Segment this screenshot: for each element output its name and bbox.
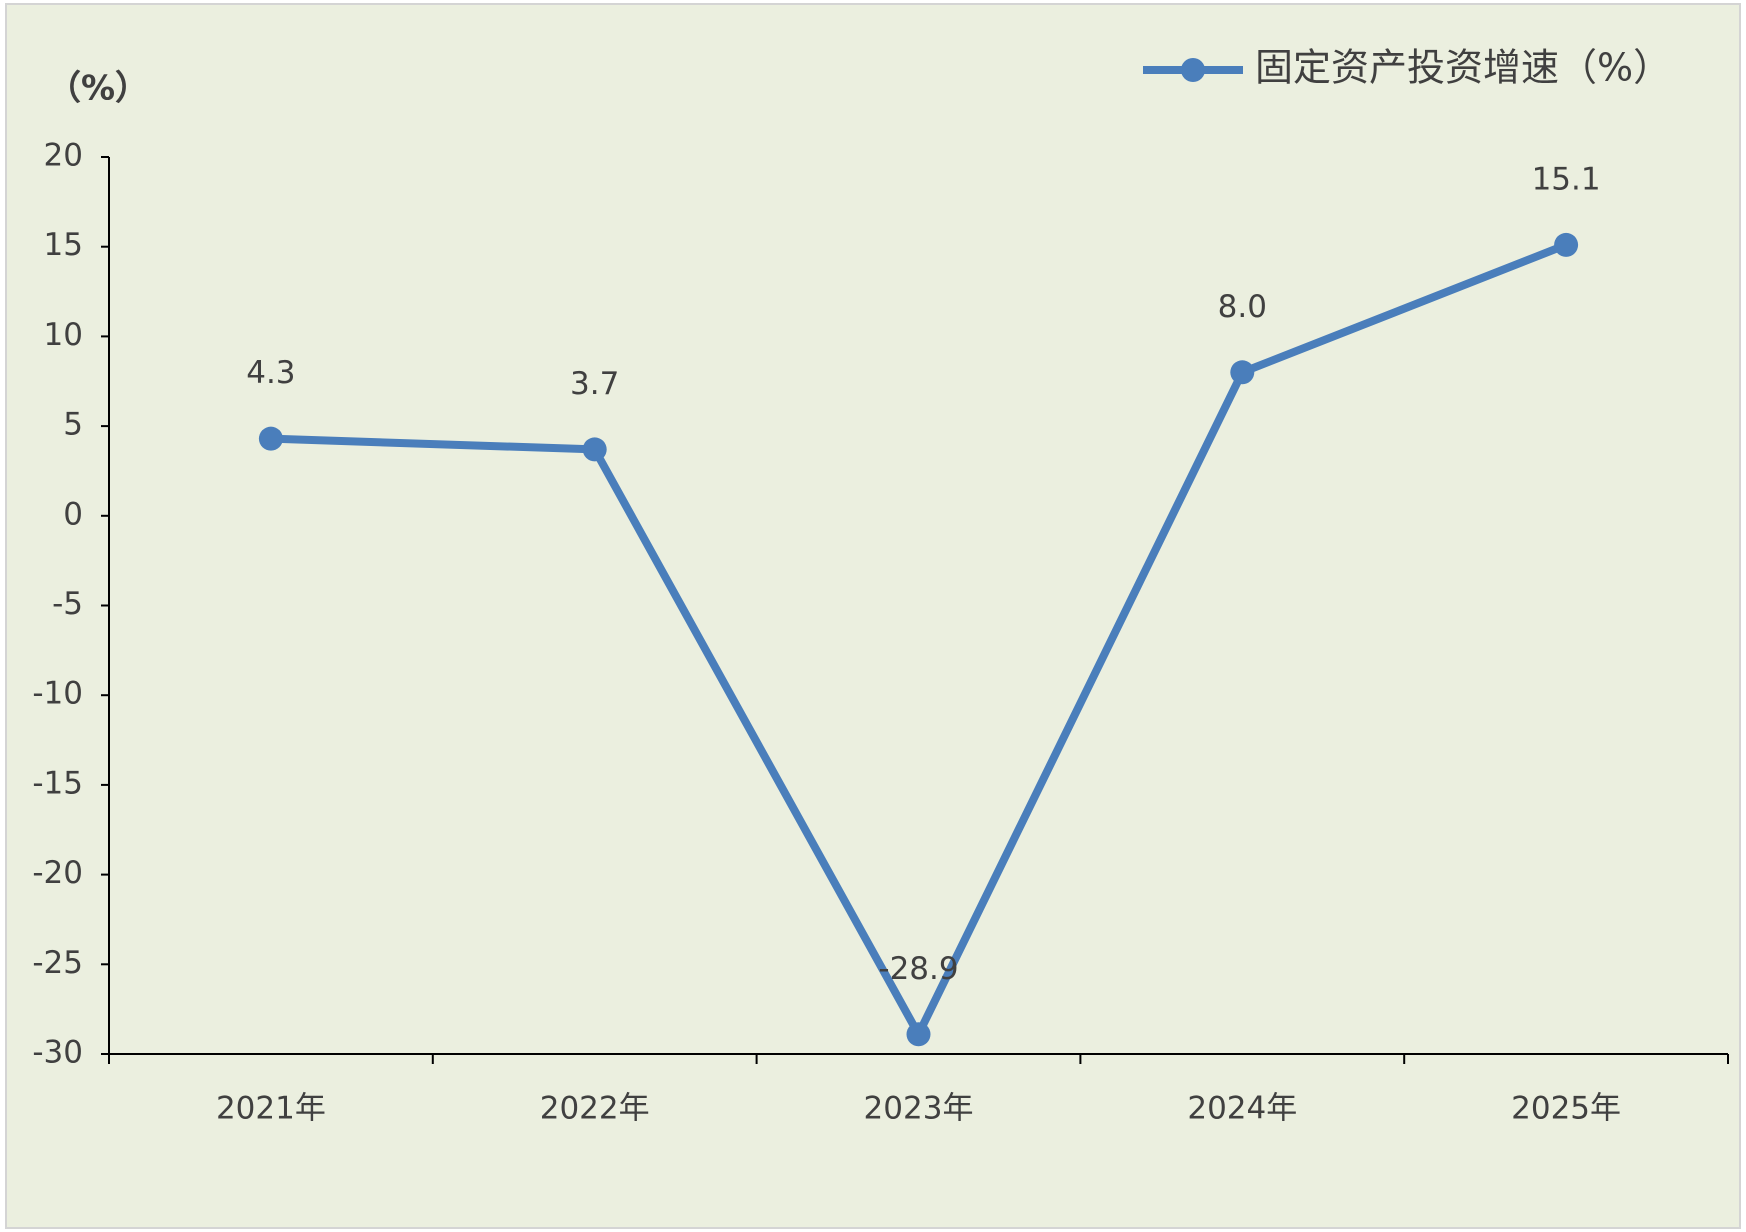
y-tick-label: -30 [32, 1035, 83, 1071]
y-tick-label: 5 [63, 407, 83, 443]
data-point [582, 437, 607, 462]
y-tick-label: 20 [44, 138, 83, 174]
x-tick-label: 2021年 [216, 1091, 326, 1127]
chart-background [5, 3, 1741, 1229]
x-tick-label: 2025年 [1511, 1091, 1621, 1127]
data-label: 4.3 [246, 355, 295, 391]
y-tick-label: 0 [63, 496, 83, 532]
y-axis-label: （%） [47, 69, 149, 109]
data-point [1230, 360, 1255, 385]
data-label: 15.1 [1532, 161, 1601, 197]
data-point [1554, 232, 1579, 257]
x-tick-label: 2023年 [864, 1091, 974, 1127]
y-tick-label: 15 [44, 227, 83, 263]
y-tick-label: -5 [52, 586, 83, 622]
y-tick-label: -20 [32, 855, 83, 891]
data-label: 3.7 [570, 366, 619, 402]
y-tick-label: -25 [32, 945, 83, 981]
data-point [258, 426, 283, 451]
x-tick-label: 2024年 [1187, 1091, 1297, 1127]
x-tick-label: 2022年 [540, 1091, 650, 1127]
legend-marker [1181, 58, 1205, 82]
data-label: -28.9 [878, 951, 958, 987]
y-tick-label: -10 [32, 676, 83, 712]
y-tick-label: 10 [44, 317, 83, 353]
legend-label: 固定资产投资增速（%） [1255, 46, 1671, 90]
data-point [906, 1022, 931, 1047]
data-label: 8.0 [1218, 289, 1267, 325]
y-tick-label: -15 [32, 765, 83, 801]
